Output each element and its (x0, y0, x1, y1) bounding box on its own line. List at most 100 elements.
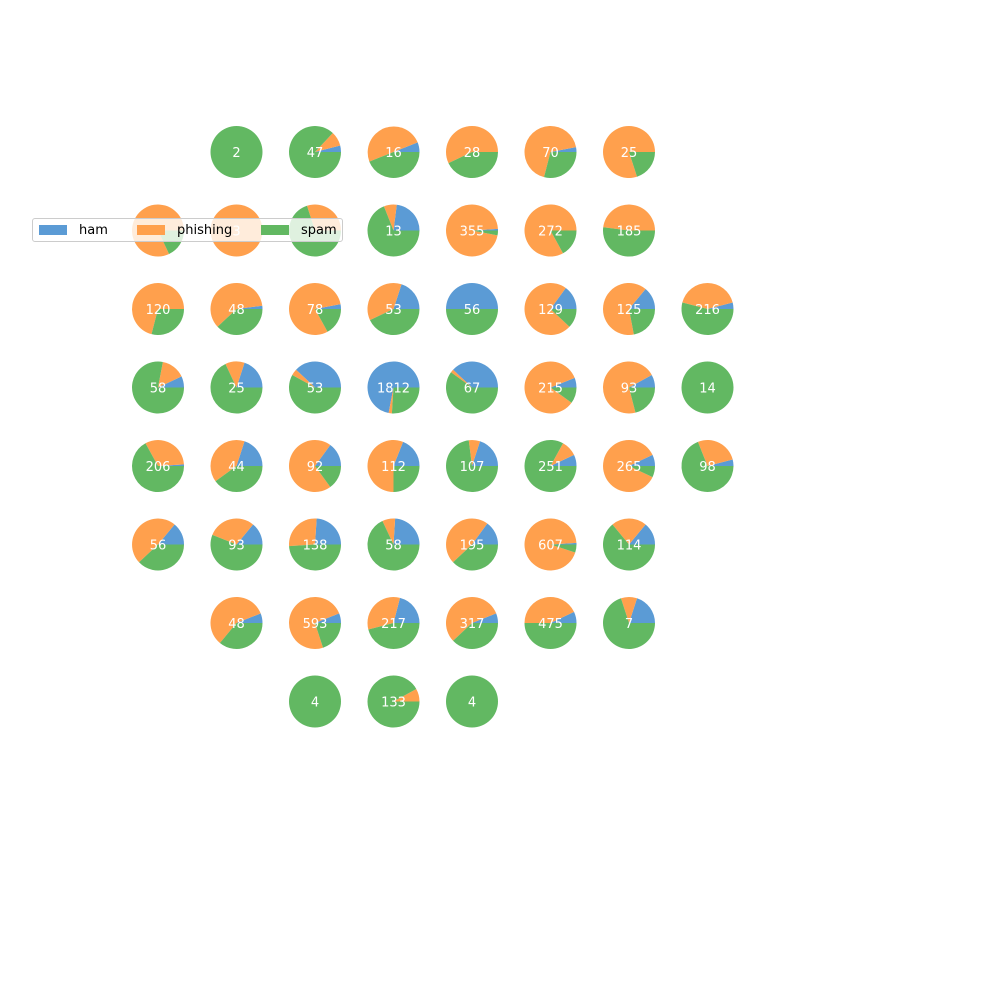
pie-slice-phishing (620, 596, 638, 623)
pie-count-label: 317 (460, 617, 485, 632)
pie-slice-ham (472, 613, 498, 623)
pie-slice-spam (681, 441, 734, 493)
legend-entry-ham: ham (39, 222, 108, 238)
pie-36: 98 (681, 440, 734, 493)
pie-slice-spam (629, 387, 655, 413)
pie-24: 1812 (367, 361, 420, 414)
pie-slice-phishing (288, 282, 341, 335)
pie-slice-spam (681, 361, 734, 414)
pie-count-label: 56 (150, 539, 167, 554)
legend-entry-spam: spam (261, 222, 337, 238)
pie-slice-ham (629, 598, 655, 623)
pie-slice-phishing (445, 596, 497, 641)
pie-slice-ham (629, 288, 655, 309)
pie-30: 44 (210, 440, 263, 492)
pie-22: 25 (210, 361, 263, 414)
pie-slice-ham (393, 597, 420, 623)
pie-slice-spam (367, 675, 420, 728)
pie-count-label: 607 (538, 539, 563, 554)
pie-slice-phishing (132, 518, 175, 563)
legend-entry-phishing: phishing (137, 222, 232, 238)
pie-count-label: 44 (228, 460, 245, 475)
pie-slice-phishing (524, 204, 577, 257)
pie-count-label: 25 (228, 382, 245, 397)
pie-count-label: 93 (621, 382, 638, 397)
pie-slice-phishing (524, 283, 570, 336)
pie-47: 317 (445, 596, 498, 649)
pie-slice-phishing (603, 204, 655, 231)
pie-slice-ham (550, 542, 577, 545)
pie-16: 53 (367, 282, 420, 336)
pie-slice-phishing (388, 387, 394, 414)
pie-slice-ham (629, 454, 655, 466)
pie-slice-ham (393, 284, 420, 309)
pie-21: 58 (132, 361, 185, 414)
pie-slice-spam (603, 227, 655, 257)
pie-slice-spam (524, 440, 577, 493)
pie-slice-ham (315, 304, 341, 309)
pie-48: 475 (524, 596, 577, 650)
pie-slice-phishing (210, 282, 263, 327)
pie-18: 129 (524, 283, 577, 336)
legend-label-spam: spam (301, 222, 337, 238)
pie-4: 70 (524, 125, 577, 178)
pie-slice-spam (550, 230, 577, 254)
pie-38: 93 (210, 518, 263, 571)
pie-slice-spam (369, 309, 420, 336)
pie-slice-phishing (288, 518, 317, 547)
pie-slice-ham (236, 613, 263, 623)
pie-slice-spam (446, 372, 498, 414)
pie-slice-phishing (697, 440, 733, 466)
pie-45: 593 (288, 597, 342, 650)
pie-slice-phishing (367, 440, 404, 493)
pie-slice-phishing (288, 439, 331, 492)
pie-slice-ham (393, 518, 420, 545)
pie-slice-spam (472, 230, 498, 236)
pie-slice-ham (707, 302, 734, 309)
pie-44: 48 (210, 596, 263, 649)
pie-count-label: 48 (228, 303, 245, 318)
pie-slice-phishing (288, 597, 340, 650)
pie-slice-phishing (382, 518, 396, 545)
pie-count-label: 195 (460, 539, 485, 554)
pie-slice-phishing (612, 518, 646, 545)
pie-slice-phishing (446, 204, 498, 257)
pie-count-label: 47 (307, 146, 324, 161)
pie-count-label: 125 (617, 303, 642, 318)
pie-slice-ham (315, 444, 341, 466)
pie-11: 272 (524, 204, 577, 257)
pie-slice-ham (550, 287, 577, 309)
pie-slice-ham (158, 464, 185, 466)
pie-count-label: 14 (699, 382, 716, 397)
pie-slice-ham (707, 459, 734, 466)
pie-slice-ham (393, 142, 420, 152)
pie-count-label: 98 (699, 460, 716, 475)
pie-slice-spam (550, 309, 577, 327)
pie-slice-phishing (550, 443, 575, 466)
pie-count-label: 53 (307, 382, 324, 397)
pie-slice-ham (629, 374, 655, 388)
pie-29: 206 (132, 440, 185, 493)
pie-count-label: 92 (307, 460, 324, 475)
pie-slice-spam (629, 309, 655, 335)
pie-20: 216 (681, 283, 734, 336)
pie-slice-phishing (682, 283, 733, 309)
pie-33: 107 (446, 440, 498, 493)
pie-slice-ham (472, 228, 498, 231)
pie-count-label: 2 (232, 146, 240, 161)
pie-slice-spam (210, 126, 263, 178)
legend-swatch-ham (39, 225, 67, 235)
pie-slice-spam (446, 309, 498, 335)
pie-35: 265 (603, 440, 655, 492)
pie-slice-ham (296, 361, 341, 388)
pie-slice-ham (158, 376, 185, 388)
pie-slice-spam (315, 623, 342, 648)
pie-39: 138 (288, 518, 341, 571)
pie-slice-spam (289, 126, 341, 179)
pie-slice-spam (210, 534, 263, 571)
pie-count-label: 107 (460, 460, 485, 475)
pie-slice-spam (681, 302, 734, 336)
pie-26: 215 (524, 361, 577, 414)
pie-49: 7 (602, 596, 655, 649)
pie-23: 53 (289, 361, 341, 414)
